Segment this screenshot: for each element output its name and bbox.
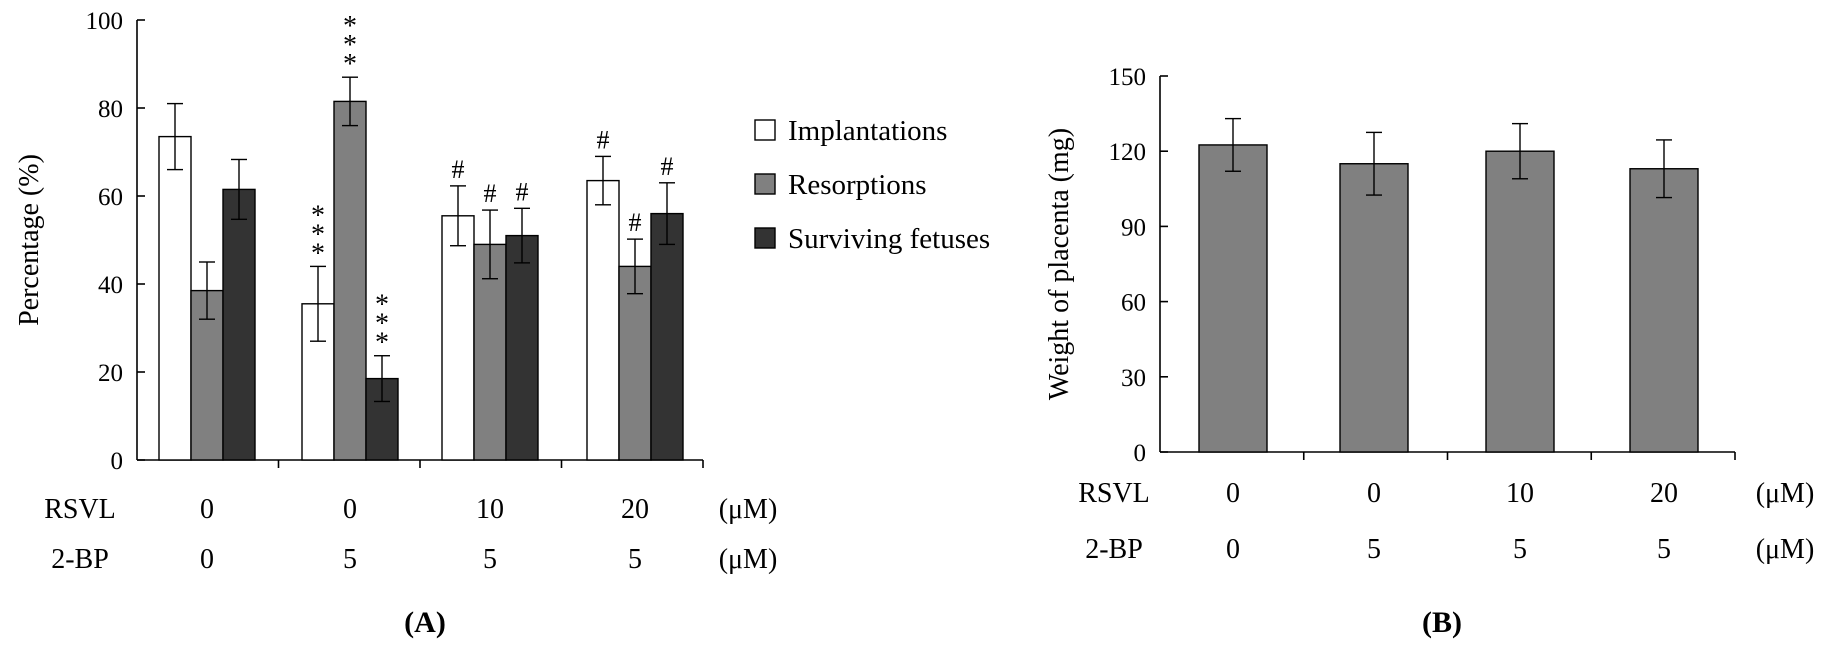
row-value: 5	[1513, 534, 1527, 565]
y-tick-label: 60	[98, 184, 123, 211]
row-value: 10	[1506, 478, 1534, 509]
row-value: 10	[476, 494, 504, 525]
legend-label: Surviving fetuses	[788, 223, 990, 255]
row-value: 0	[1367, 478, 1381, 509]
bar	[505, 234, 539, 461]
legend-label: Implantations	[788, 115, 947, 147]
y-tick-label: 90	[1121, 214, 1146, 241]
y-tick-label: 40	[98, 272, 123, 299]
bar	[618, 265, 652, 461]
significance-mark: *	[311, 238, 325, 269]
row-value: 5	[343, 544, 357, 575]
row-value: 0	[1226, 534, 1240, 565]
row-label: 2-BP	[51, 544, 109, 575]
y-tick-label: 0	[111, 448, 124, 475]
significance-mark: *	[375, 309, 389, 340]
legend-swatch	[754, 173, 776, 195]
legend-swatch	[754, 227, 776, 249]
bar	[1339, 163, 1409, 453]
y-tick-label: 150	[1109, 64, 1147, 91]
significance-mark: *	[343, 11, 357, 42]
bar	[1485, 150, 1555, 453]
bar	[441, 215, 475, 461]
row-value: 20	[621, 494, 649, 525]
legend-swatch	[754, 119, 776, 141]
significance-mark: *	[311, 219, 325, 250]
row-unit: (μM)	[1756, 534, 1815, 565]
significance-mark: #	[452, 155, 465, 184]
y-tick-label: 120	[1109, 139, 1147, 166]
significance-mark: *	[375, 290, 389, 321]
bar	[1198, 144, 1268, 453]
significance-mark: *	[311, 200, 325, 231]
significance-mark: #	[597, 125, 610, 154]
significance-mark: *	[343, 49, 357, 80]
legend-label: Resorptions	[788, 169, 927, 201]
row-label: RSVL	[1078, 478, 1150, 509]
row-value: 20	[1650, 478, 1678, 509]
row-unit: (μM)	[1756, 478, 1815, 509]
row-value: 0	[200, 494, 214, 525]
significance-mark: #	[516, 177, 529, 206]
bar	[158, 135, 192, 461]
y-tick-label: 60	[1121, 290, 1146, 317]
row-unit: (μM)	[719, 494, 778, 525]
row-value: 5	[1657, 534, 1671, 565]
significance-mark: #	[484, 179, 497, 208]
row-label: 2-BP	[1085, 534, 1143, 565]
panel-label: (B)	[1422, 606, 1462, 639]
significance-mark: #	[661, 152, 674, 181]
row-value: 5	[1367, 534, 1381, 565]
row-value: 0	[1226, 478, 1240, 509]
bar	[586, 179, 620, 461]
y-tick-label: 30	[1121, 365, 1146, 392]
bar	[222, 188, 256, 461]
significance-mark: *	[375, 328, 389, 359]
y-tick-label: 0	[1134, 440, 1147, 467]
row-unit: (μM)	[719, 544, 778, 575]
y-tick-label: 100	[86, 8, 124, 35]
row-value: 0	[343, 494, 357, 525]
y-axis-label: Weight of placenta (mg)	[1044, 128, 1075, 400]
y-tick-label: 20	[98, 360, 123, 387]
y-axis-label: Percentage (%)	[14, 154, 45, 326]
y-tick-label: 80	[98, 96, 123, 123]
significance-mark: *	[343, 30, 357, 61]
row-label: RSVL	[44, 494, 116, 525]
row-value: 5	[483, 544, 497, 575]
bar	[333, 100, 367, 461]
significance-mark: #	[629, 208, 642, 237]
panel-label: (A)	[404, 606, 446, 639]
bar	[1629, 168, 1699, 453]
bar	[473, 243, 507, 461]
bar	[650, 212, 684, 461]
row-value: 5	[628, 544, 642, 575]
row-value: 0	[200, 544, 214, 575]
